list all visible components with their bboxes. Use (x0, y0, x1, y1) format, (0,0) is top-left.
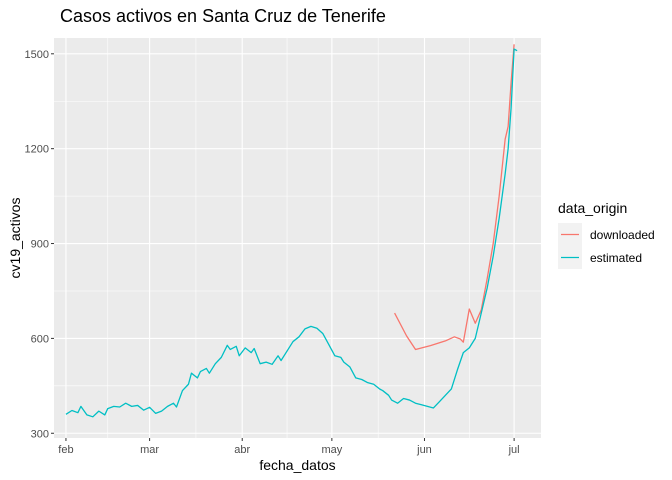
x-axis-title: fecha_datos (259, 457, 335, 473)
y-tick-label: 1500 (25, 49, 49, 61)
legend-item-estimated: estimated (558, 246, 642, 269)
legend: data_origin downloaded estimated (558, 200, 655, 269)
x-axis: feb mar abr may jun jul (58, 438, 520, 456)
legend-title: data_origin (558, 200, 627, 216)
x-tick-label: mar (140, 444, 159, 456)
x-tick-label: jul (508, 444, 520, 456)
y-tick-label: 1200 (25, 144, 49, 156)
series-lines (65, 44, 518, 418)
grid-minor (54, 38, 541, 438)
series-line-estimated (65, 48, 518, 418)
legend-item-downloaded: downloaded (558, 223, 655, 246)
x-tick-label: abr (234, 444, 250, 456)
plot-panel (54, 38, 541, 438)
y-tick-label: 300 (31, 428, 49, 440)
chart-title: Casos activos en Santa Cruz de Tenerife (60, 6, 386, 26)
x-tick-label: may (321, 444, 342, 456)
x-tick-label: jun (416, 444, 432, 456)
series-line-downloaded (394, 44, 515, 351)
y-axis-title: cv19_activos (7, 198, 23, 279)
y-tick-label: 600 (31, 333, 49, 345)
legend-label-downloaded: downloaded (590, 228, 655, 242)
legend-label-estimated: estimated (590, 251, 642, 265)
grid-major (54, 38, 541, 438)
y-axis: 300 600 900 1200 1500 (25, 49, 54, 440)
x-tick-label: feb (58, 444, 73, 456)
y-tick-label: 900 (31, 239, 49, 251)
